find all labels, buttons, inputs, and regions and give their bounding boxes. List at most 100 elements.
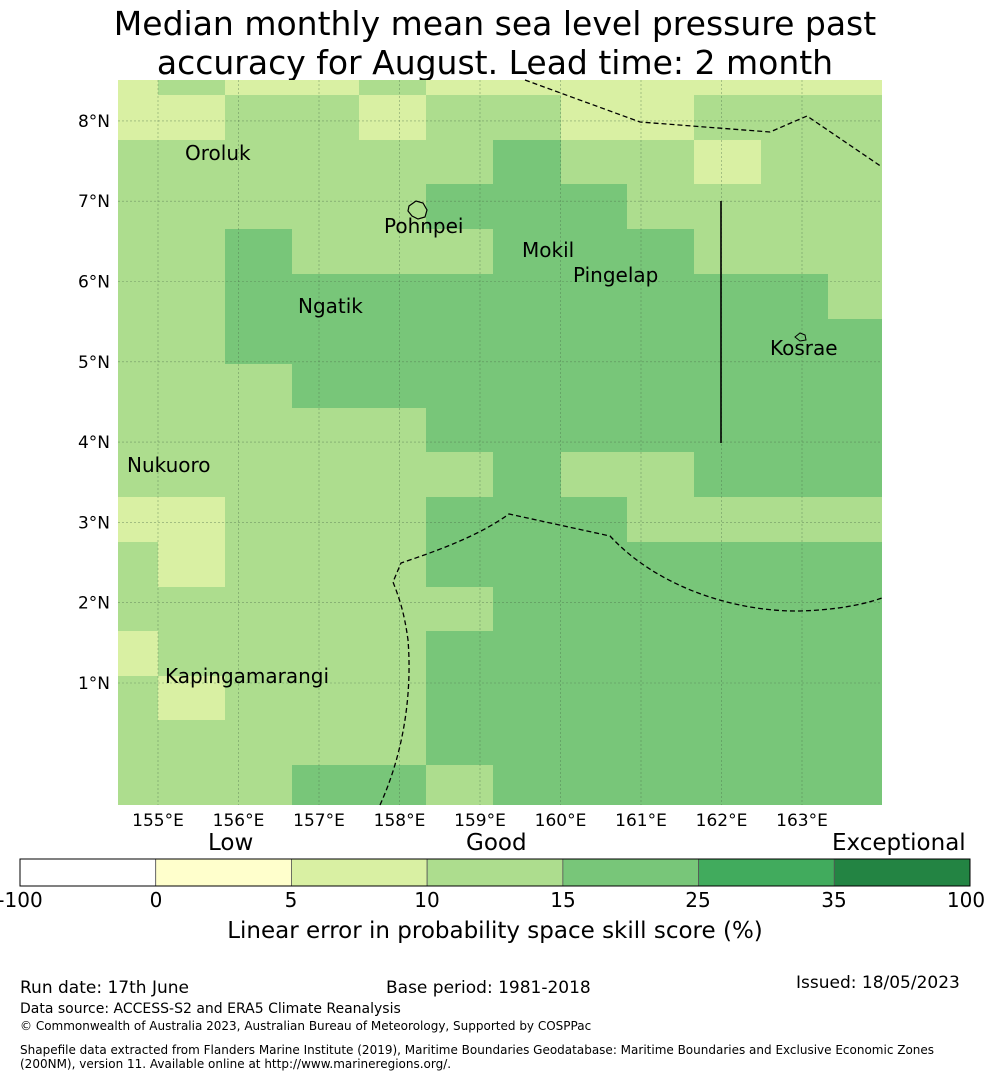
lon-tick-label: 158°E <box>374 811 426 831</box>
lon-tick-label: 156°E <box>213 811 265 831</box>
lat-tick-label: 1°N <box>78 674 110 694</box>
map-title: Median monthly mean sea level pressure p… <box>0 4 990 82</box>
lon-tick-label: 163°E <box>776 811 828 831</box>
island-outline <box>794 332 807 342</box>
skill-cell <box>426 497 627 542</box>
place-label: Nukuoro <box>127 453 211 477</box>
skill-cell <box>118 631 158 676</box>
place-label: Pohnpei <box>384 214 464 238</box>
lat-tick-label: 6°N <box>78 273 110 293</box>
lat-tick-label: 2°N <box>78 594 110 614</box>
eez-boundary-line <box>379 513 883 806</box>
place-label: Kosrae <box>770 336 838 360</box>
lon-tick-label: 155°E <box>132 811 184 831</box>
skill-cell <box>493 452 561 497</box>
colorbar <box>19 858 971 887</box>
lat-tick-label: 4°N <box>78 433 110 453</box>
skill-cell <box>426 452 493 497</box>
skill-cell <box>426 184 627 229</box>
colorbar-tick: -100 <box>0 888 43 912</box>
place-label: Oroluk <box>185 141 251 165</box>
eez-boundary-line <box>524 79 883 168</box>
skill-cell <box>426 408 882 452</box>
skill-cell <box>426 720 882 765</box>
skill-cell <box>118 80 158 95</box>
colorbar-segment <box>155 858 292 887</box>
place-label: Kapingamarangi <box>165 664 329 688</box>
place-label: Ngatik <box>298 294 363 318</box>
colorbar-tick: 15 <box>550 888 576 912</box>
place-label: Mokil <box>522 238 574 262</box>
skill-cell <box>694 452 882 497</box>
skill-cell <box>828 274 882 319</box>
colorbar-tick: 0 <box>149 888 163 912</box>
skill-cell <box>158 676 225 720</box>
lon-tick-label: 162°E <box>696 811 748 831</box>
colorbar-tick: 10 <box>414 888 440 912</box>
lon-tick-label: 161°E <box>615 811 667 831</box>
colorbar-label-low: Low <box>208 830 254 856</box>
lon-tick-label: 159°E <box>454 811 506 831</box>
shapefile-credit-line-2: (200NM), version 11. Available online at… <box>20 1057 452 1071</box>
colorbar-segment <box>19 858 157 887</box>
copyright: © Commonwealth of Australia 2023, Austra… <box>20 1019 592 1033</box>
skill-cell <box>292 229 493 274</box>
lat-tick-label: 5°N <box>78 353 110 373</box>
colorbar-tick: 25 <box>685 888 711 912</box>
shapefile-credit-line-1: Shapefile data extracted from Flanders M… <box>20 1043 935 1057</box>
skill-cell <box>225 319 882 364</box>
skill-cell <box>426 587 493 631</box>
skill-cell <box>292 364 882 408</box>
skill-cell <box>426 676 882 720</box>
skill-cell <box>493 587 882 631</box>
lat-tick-label: 3°N <box>78 513 110 533</box>
skill-cell <box>627 497 694 542</box>
colorbar-label-exceptional: Exceptional <box>832 830 966 856</box>
colorbar-segment <box>833 858 971 887</box>
data-source: Data source: ACCESS-S2 and ERA5 Climate … <box>20 1001 401 1017</box>
skill-cell <box>225 80 359 95</box>
skill-cell <box>359 95 426 140</box>
lat-tick-label: 8°N <box>78 112 110 132</box>
colorbar-title: Linear error in probability space skill … <box>227 918 763 944</box>
colorbar-frame <box>19 858 971 887</box>
island-outline <box>407 200 428 220</box>
base-period: Base period: 1981-2018 <box>386 978 591 998</box>
skill-cell <box>426 542 882 587</box>
skill-cell <box>426 765 493 805</box>
skill-cell <box>426 80 882 95</box>
title-line-1: Median monthly mean sea level pressure p… <box>113 4 877 43</box>
colorbar-segment <box>426 858 564 887</box>
skill-cell <box>561 95 694 140</box>
skill-cells <box>118 80 882 805</box>
colorbar-segment <box>562 858 699 887</box>
skill-cell <box>561 452 694 497</box>
skill-cell <box>426 631 882 676</box>
lat-tick-label: 7°N <box>78 192 110 212</box>
gridlines <box>118 80 882 805</box>
skill-cell <box>118 497 225 542</box>
colorbar-label-good: Good <box>466 830 527 856</box>
colorbar-segment <box>291 858 428 887</box>
skill-cell <box>493 140 561 184</box>
lon-tick-label: 160°E <box>535 811 587 831</box>
skill-cell <box>158 542 225 587</box>
axis-labels: 155°E 156°E 157°E 158°E 159°E 160°E 161°E 162°E… <box>78 112 828 831</box>
colorbar-tick: 35 <box>821 888 847 912</box>
skill-cell <box>225 229 292 274</box>
colorbar-tick: 100 <box>946 888 986 912</box>
run-date: Run date: 17th June <box>20 978 189 998</box>
skill-cell <box>493 229 694 274</box>
skill-cell <box>694 140 761 184</box>
title-line-2: accuracy for August. Lead time: 2 month <box>156 43 834 82</box>
lon-tick-label: 157°E <box>293 811 345 831</box>
colorbar-tick: 5 <box>284 888 298 912</box>
skill-cell <box>118 95 225 140</box>
issued-date: Issued: 18/05/2023 <box>796 973 960 993</box>
skill-cell <box>292 765 426 805</box>
eez-boundaries <box>379 79 883 806</box>
place-label: Pingelap <box>573 263 658 287</box>
skill-cell <box>493 765 882 805</box>
